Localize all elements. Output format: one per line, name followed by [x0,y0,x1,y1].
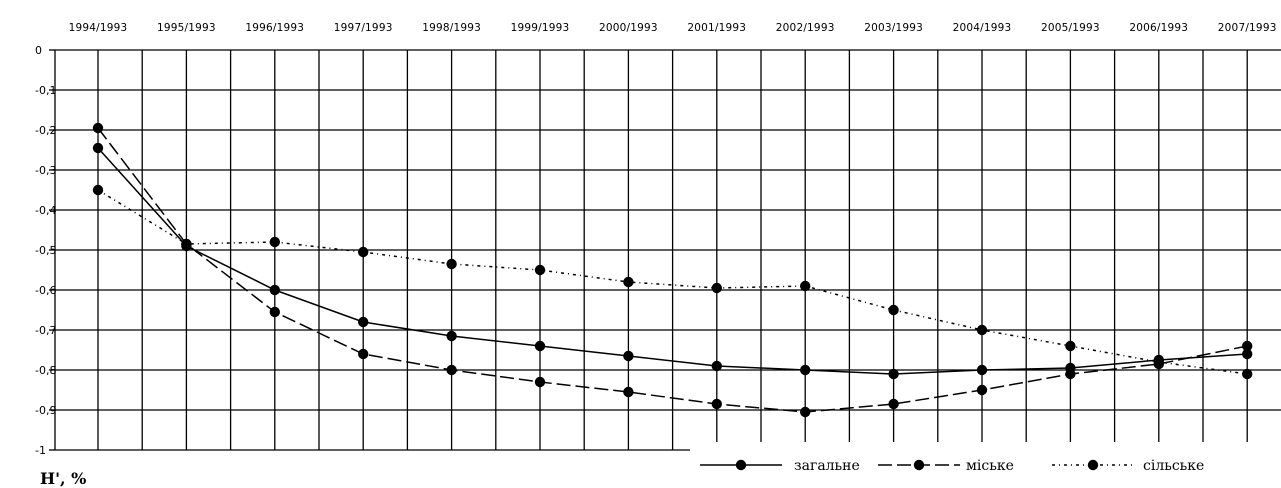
series-line [97,127,1248,413]
series-line [97,189,1248,375]
y-tick-label: 0 [35,44,42,57]
legend-label: загальне [794,458,860,474]
y-tick-label: -0,7 [35,324,56,337]
x-tick-label: 2000/1993 [599,22,658,34]
data-point [623,386,634,398]
data-point [800,364,811,376]
data-point [1065,340,1076,352]
x-tick-label: 1997/1993 [334,22,393,34]
legend-box [690,442,1281,488]
data-point [800,280,811,292]
legend-marker [1087,459,1099,471]
data-point [800,406,811,418]
data-point [534,376,546,388]
x-tick-label: 2003/1993 [864,22,923,34]
y-tick-label: -0,6 [35,284,56,297]
data-point [358,246,369,258]
series-lines [92,122,1253,418]
data-point [711,360,722,372]
data-point [623,276,634,288]
x-tick-label: 1996/1993 [245,22,304,34]
y-tick-label: -0,8 [35,364,56,377]
y-tick-label: -1 [35,444,46,457]
data-point [1065,368,1076,380]
data-point [446,364,457,376]
grid [49,49,1281,451]
data-point [534,264,546,276]
data-point [92,184,104,196]
y-axis-label: H', % [40,469,86,488]
data-point [623,350,634,362]
data-point [358,316,369,328]
x-tick-label: 2002/1993 [776,22,835,34]
legend-label: сільське [1143,458,1204,474]
data-point [446,258,457,270]
data-point [1242,348,1253,360]
data-point [269,284,280,296]
y-axis-tick-labels: 0 -0,1 -0,2 -0,3 -0,4 -0,5 -0,6 -0,7 -0,8 -0,9 -1 [35,44,56,457]
x-tick-label: 1994/1993 [69,22,128,34]
data-point [888,304,899,316]
data-point [1242,340,1253,352]
data-point [181,238,192,250]
y-tick-label: -0,9 [35,404,56,417]
x-axis-tick-labels: 1994/1993 1995/1993 1996/1993 1997/1993 1998… [69,22,1277,34]
x-tick-label: 1999/1993 [511,22,570,34]
legend: загальне міське сільське [690,442,1281,488]
data-point [888,368,899,380]
data-point [888,398,899,410]
y-tick-label: -0,1 [35,84,56,97]
data-point [976,324,988,336]
data-point [976,384,988,396]
data-point [358,348,369,360]
y-tick-label: -0,4 [35,204,56,217]
data-point [976,364,988,376]
y-tick-label: -0,5 [35,244,56,257]
data-point [534,340,546,352]
legend-label: міське [966,458,1014,474]
x-tick-label: 2004/1993 [953,22,1012,34]
series-line [97,147,1248,375]
legend-marker [913,459,925,471]
data-point [269,236,280,248]
data-point [1153,356,1165,368]
x-tick-label: 1995/1993 [157,22,216,34]
data-point [92,122,104,134]
data-point [92,142,104,154]
data-point [711,282,722,294]
x-tick-label: 2005/1993 [1041,22,1100,34]
data-point [1242,368,1253,380]
y-tick-label: -0,2 [35,124,56,137]
data-point [446,330,457,342]
x-tick-label: 2006/1993 [1129,22,1188,34]
y-tick-label: -0,3 [35,164,56,177]
data-point [269,306,280,318]
x-tick-label: 2001/1993 [687,22,746,34]
legend-marker [735,459,747,471]
data-point [711,398,722,410]
x-tick-label: 2007/1993 [1218,22,1277,34]
x-tick-label: 1998/1993 [422,22,481,34]
